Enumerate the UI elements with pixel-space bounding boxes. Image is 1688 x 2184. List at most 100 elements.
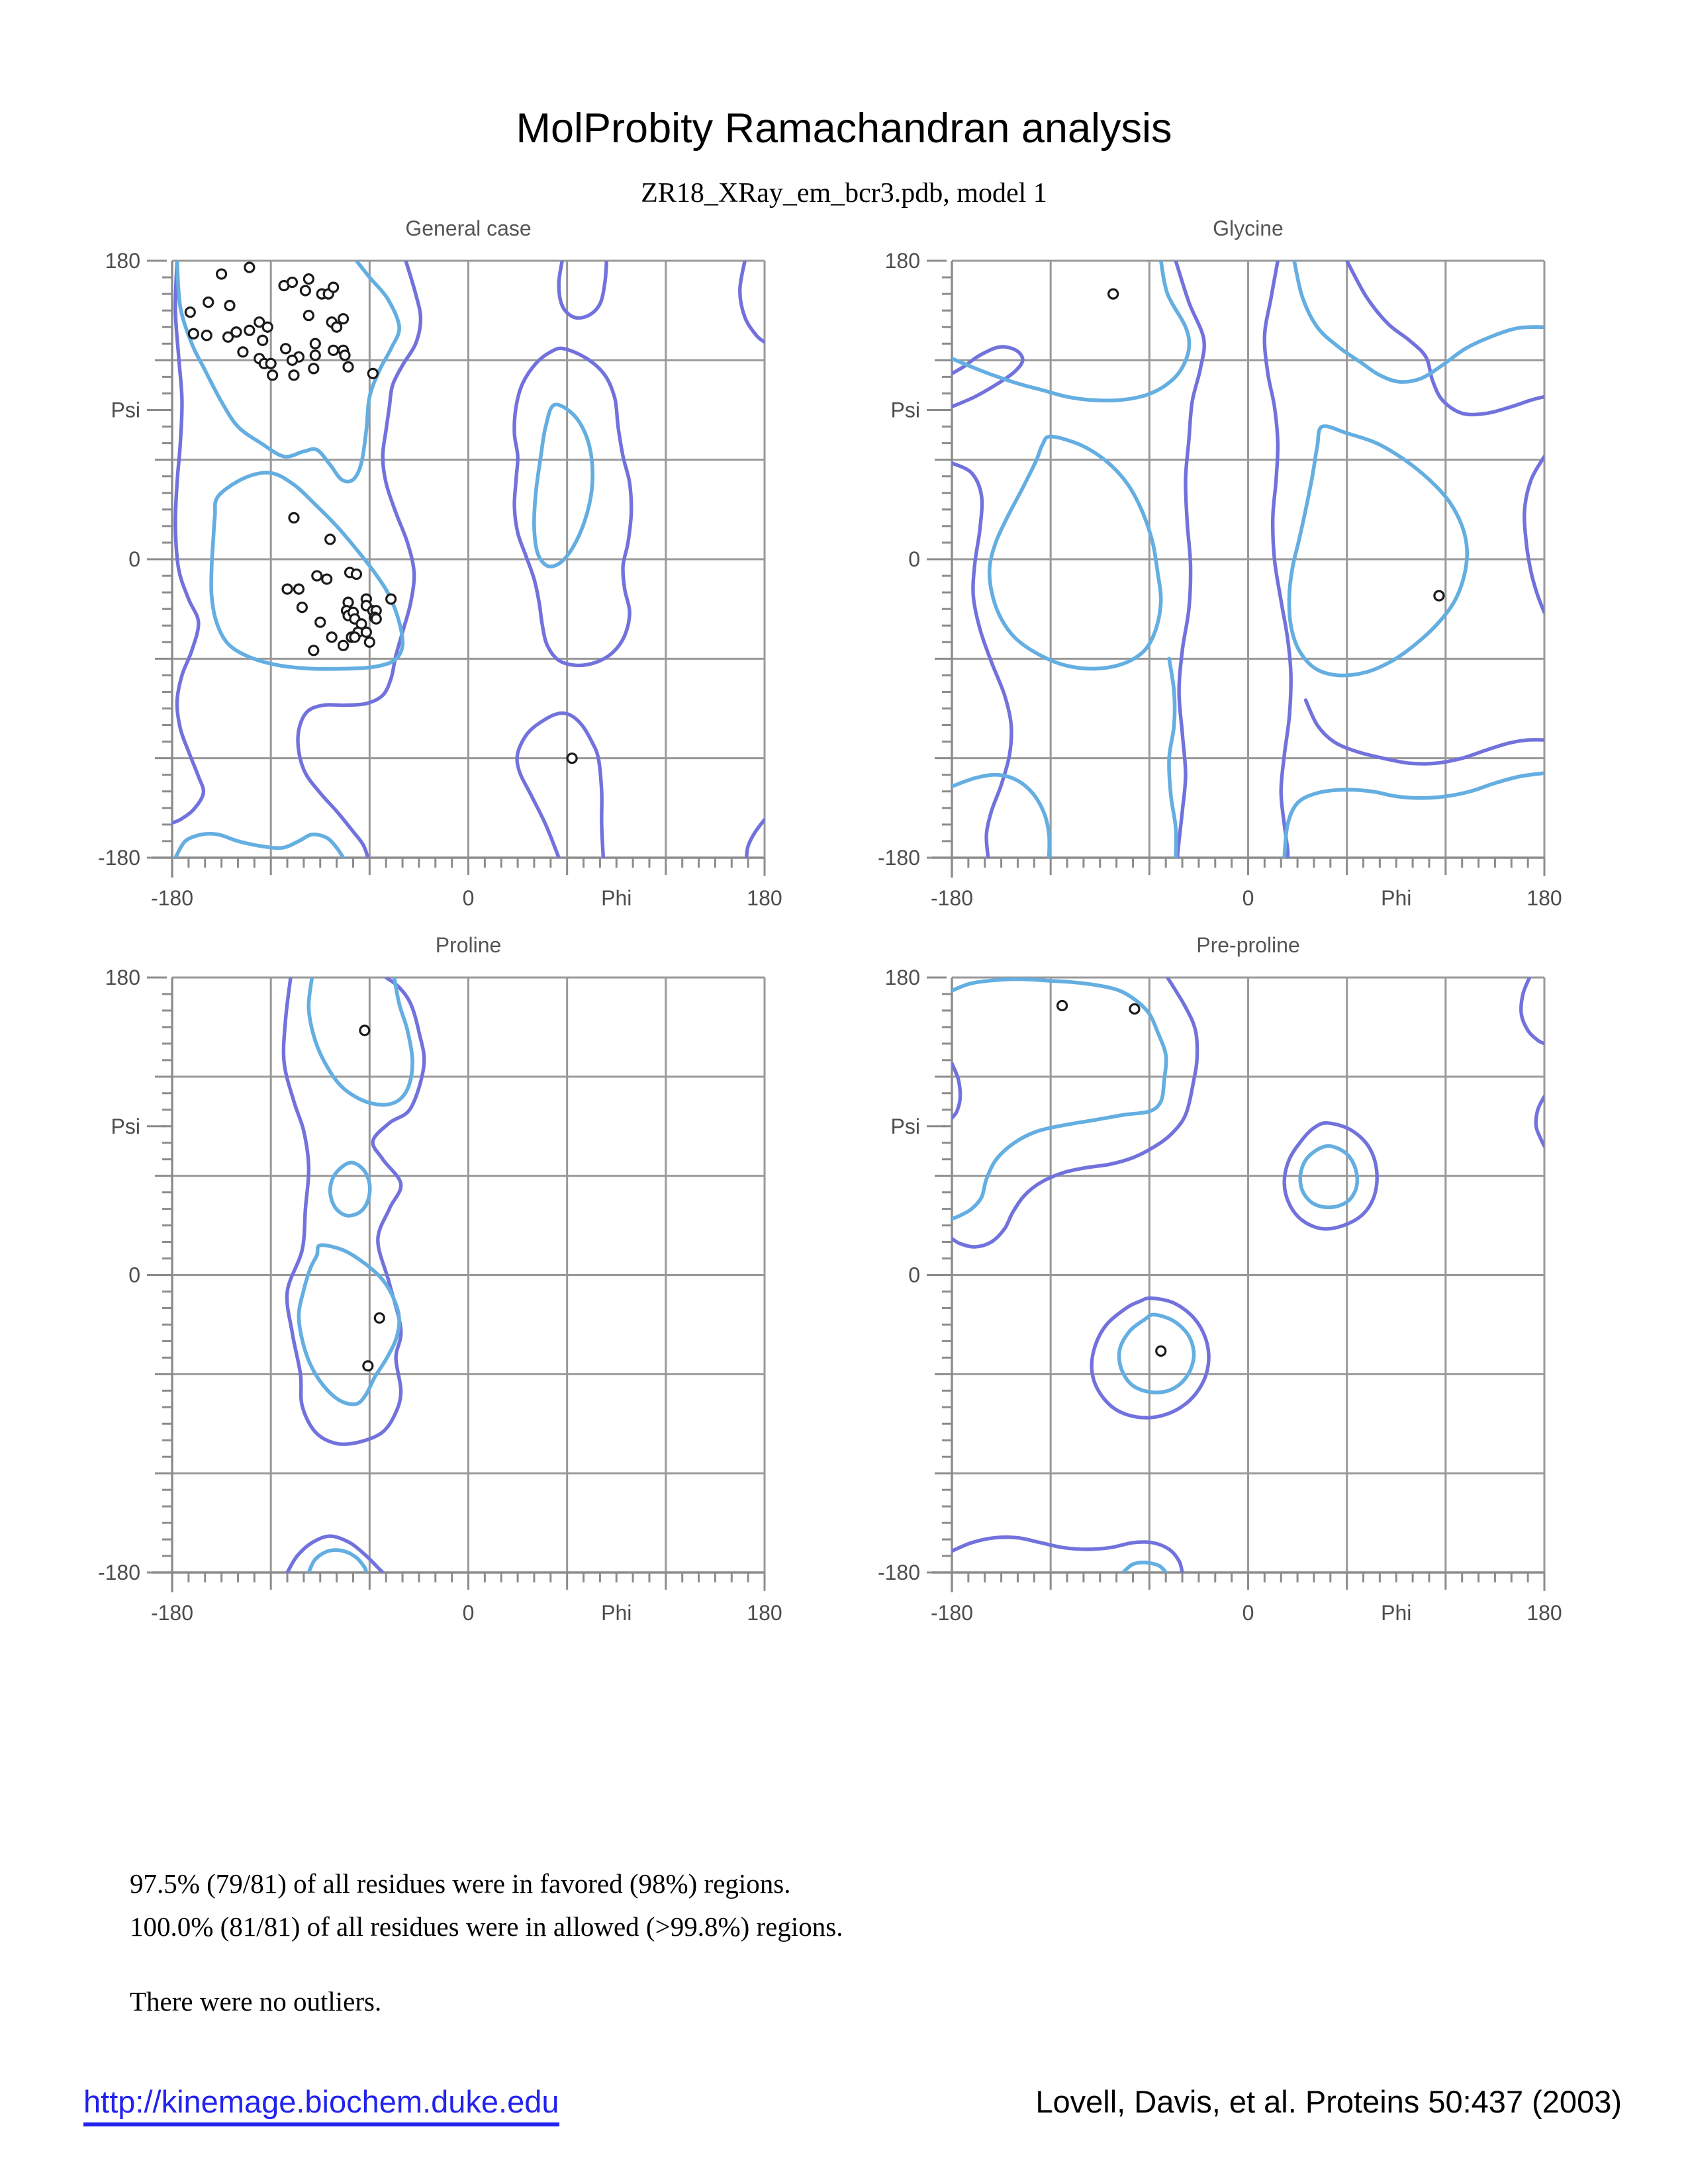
favored-contour bbox=[306, 978, 414, 1107]
favored-contour bbox=[328, 1160, 372, 1218]
allowed-contour bbox=[1174, 261, 1206, 858]
favored-contour bbox=[1292, 261, 1544, 384]
summary-allowed: 100.0% (81/81) of all residues were in a… bbox=[130, 1911, 843, 1942]
axes bbox=[932, 978, 1544, 1592]
axis-labels: 180 Psi 0 -180 -180 0 Phi 180 bbox=[98, 966, 782, 1625]
residue-point bbox=[281, 583, 293, 595]
favored-contour bbox=[1121, 1561, 1168, 1572]
residue-point bbox=[244, 324, 256, 336]
plot-title: Proline bbox=[436, 933, 502, 957]
plot-svg-pre-proline: Pre-proline 180 Psi 0 -180 -180 0 Phi 180 bbox=[878, 933, 1562, 1625]
axis-labels: 180 Psi 0 -180 -180 0 Phi 180 bbox=[878, 249, 1562, 910]
grid-lines bbox=[952, 976, 1546, 1591]
allowed-contour bbox=[1523, 455, 1544, 614]
allowed-contour bbox=[285, 1534, 385, 1572]
x-tick-label: 0 bbox=[1243, 886, 1254, 910]
residue-point bbox=[309, 338, 321, 349]
axis-labels: 180 Psi 0 -180 -180 0 Phi 180 bbox=[878, 966, 1562, 1625]
x-tick-label: Phi bbox=[1381, 1601, 1411, 1625]
axis-ticks bbox=[155, 993, 766, 1590]
residue-point bbox=[288, 512, 300, 523]
residue-point bbox=[230, 326, 242, 338]
favored-contour bbox=[952, 772, 1052, 858]
residue-point bbox=[311, 570, 323, 582]
ramachandran-plot-pre-proline: Pre-proline 180 Psi 0 -180 -180 0 Phi 180 bbox=[853, 918, 1591, 1659]
residue-point bbox=[328, 281, 340, 293]
allowed-contour bbox=[172, 261, 206, 825]
y-tick-label: 180 bbox=[885, 966, 920, 989]
residue-points bbox=[1056, 999, 1167, 1357]
residue-point bbox=[296, 602, 308, 614]
favored-contour bbox=[297, 1243, 401, 1406]
residue-point bbox=[184, 306, 196, 318]
favored-contour bbox=[209, 471, 405, 671]
residue-point bbox=[349, 631, 361, 643]
ramachandran-plot-glycine: Glycine 180 Psi 0 -180 -180 0 Phi 180 bbox=[853, 201, 1591, 944]
plot-title: General case bbox=[405, 216, 531, 240]
residue-point bbox=[299, 285, 311, 296]
residue-point bbox=[303, 273, 314, 285]
x-tick-label: 0 bbox=[463, 1601, 475, 1625]
residue-point bbox=[385, 593, 397, 605]
x-tick-label: 180 bbox=[1526, 886, 1562, 910]
plot-svg-proline: Proline 180 Psi 0 -180 -180 0 Phi 180 bbox=[98, 933, 782, 1625]
residue-point bbox=[337, 313, 350, 325]
favored-contour bbox=[952, 261, 1192, 403]
allowed-contour bbox=[952, 345, 1025, 409]
kinemage-link[interactable]: http://kinemage.biochem.duke.edu bbox=[83, 2083, 559, 2126]
allowed-contour bbox=[1282, 1121, 1379, 1231]
plot-svg-general-case: General case 180 Psi 0 -180 -180 0 Phi 180 bbox=[98, 216, 782, 910]
residue-point bbox=[370, 613, 382, 625]
residue-point bbox=[373, 1312, 385, 1324]
favored-contour bbox=[1298, 1144, 1360, 1210]
favored-contour bbox=[532, 402, 594, 569]
allowed-contour bbox=[1262, 261, 1293, 858]
residue-point bbox=[566, 752, 578, 764]
residue-point bbox=[1433, 590, 1445, 602]
residue-point bbox=[359, 1024, 371, 1036]
residue-point bbox=[267, 369, 279, 381]
axis-ticks bbox=[935, 993, 1546, 1590]
y-tick-label: -180 bbox=[98, 1561, 140, 1584]
x-tick-label: -180 bbox=[151, 886, 193, 910]
favored-contour bbox=[952, 978, 1168, 1221]
residue-point bbox=[261, 321, 273, 333]
x-tick-label: 0 bbox=[463, 886, 475, 910]
residue-point bbox=[308, 645, 320, 657]
favored-contour bbox=[173, 831, 346, 858]
y-tick-label: -180 bbox=[878, 846, 920, 870]
contour-lines bbox=[281, 978, 426, 1572]
y-tick-label: 180 bbox=[105, 966, 140, 989]
residue-point bbox=[367, 367, 379, 379]
allowed-contour bbox=[1303, 698, 1544, 766]
allowed-contour bbox=[952, 978, 1199, 1249]
x-tick-label: 0 bbox=[1243, 1601, 1254, 1625]
residue-point bbox=[337, 639, 350, 651]
residue-point bbox=[279, 343, 292, 355]
x-tick-label: 180 bbox=[1526, 1601, 1562, 1625]
residue-point bbox=[187, 328, 199, 340]
residue-point bbox=[328, 344, 340, 356]
x-tick-label: Phi bbox=[601, 886, 632, 910]
residue-point bbox=[257, 334, 269, 346]
page-subtitle: ZR18_XRay_em_bcr3.pdb, model 1 bbox=[641, 178, 1047, 208]
grid-lines bbox=[952, 259, 1546, 876]
residue-points bbox=[1107, 288, 1445, 602]
residue-point bbox=[203, 296, 214, 308]
y-tick-label: 0 bbox=[908, 1263, 920, 1287]
allowed-contour bbox=[512, 346, 633, 668]
residue-point bbox=[362, 1360, 374, 1372]
residue-point bbox=[222, 331, 234, 343]
y-tick-label: Psi bbox=[891, 1115, 920, 1138]
y-tick-label: 180 bbox=[105, 249, 140, 273]
x-tick-label: Phi bbox=[601, 1601, 632, 1625]
favored-contour bbox=[1282, 771, 1544, 858]
residue-points bbox=[184, 261, 578, 764]
residue-point bbox=[224, 300, 236, 312]
y-tick-label: 180 bbox=[885, 249, 920, 273]
favored-contour bbox=[306, 1548, 369, 1572]
summary-favored: 97.5% (79/81) of all residues were in fa… bbox=[130, 1868, 791, 1899]
y-tick-label: Psi bbox=[111, 1115, 140, 1138]
favored-contour bbox=[1287, 424, 1470, 678]
favored-contour bbox=[1117, 1312, 1196, 1394]
